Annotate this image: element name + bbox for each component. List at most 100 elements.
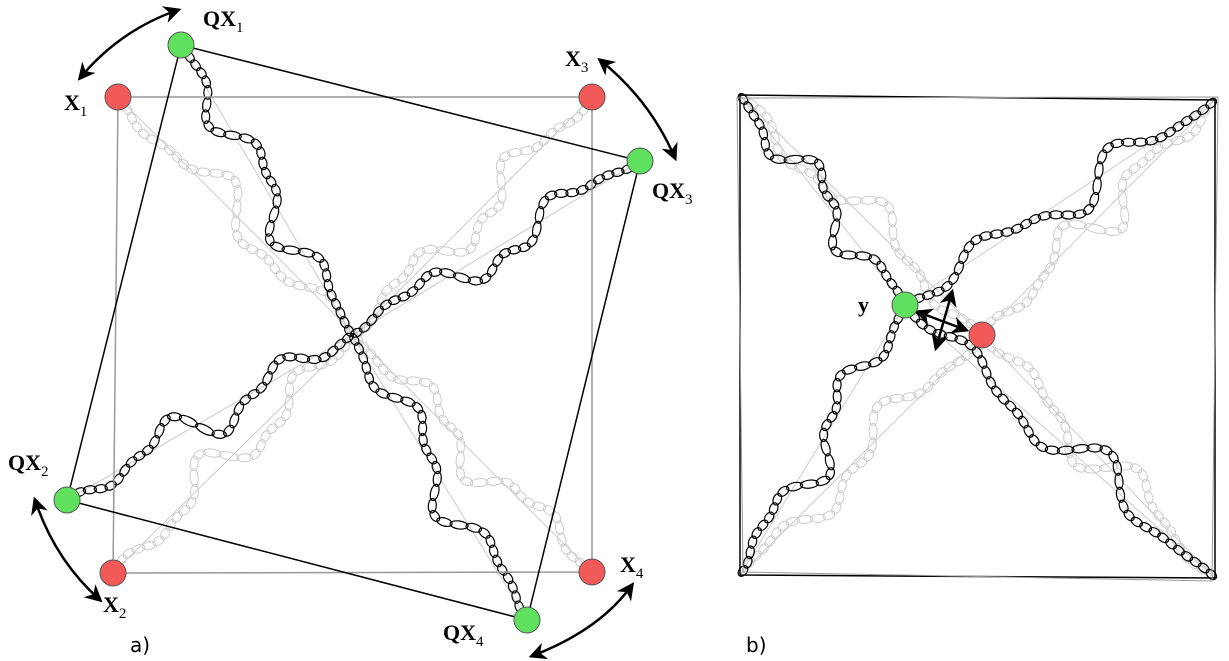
label: QX2 <box>8 450 49 480</box>
monomer <box>834 368 848 382</box>
monomer <box>163 143 177 157</box>
points <box>54 32 995 633</box>
monomer <box>1171 120 1185 133</box>
monomer <box>815 475 831 488</box>
monomer <box>1122 508 1136 522</box>
monomer <box>867 253 882 267</box>
monomer <box>159 526 172 541</box>
monomer <box>592 173 606 186</box>
monomer <box>990 384 1004 399</box>
monomer <box>491 253 505 268</box>
monomer <box>1188 109 1202 122</box>
monomer <box>419 269 433 283</box>
monomer <box>492 199 506 213</box>
monomer <box>365 313 379 328</box>
end-to-end-line <box>355 335 592 572</box>
monomer <box>1041 395 1054 409</box>
monomer <box>130 120 144 134</box>
polymer-chains <box>64 42 1219 623</box>
monomer <box>880 268 893 282</box>
monomer <box>1028 367 1041 382</box>
monomer <box>584 178 598 192</box>
monomer <box>854 456 869 469</box>
monomer <box>261 370 274 386</box>
monomer <box>189 58 203 72</box>
monomer <box>753 103 767 117</box>
monomer <box>451 427 464 441</box>
label: X2 <box>103 592 126 622</box>
monomer <box>956 312 971 325</box>
monomer <box>273 416 287 430</box>
monomer <box>912 387 927 400</box>
monomer <box>522 496 537 509</box>
monomer <box>367 380 381 395</box>
monomer <box>1151 509 1165 523</box>
monomer <box>1189 123 1203 138</box>
monomer <box>498 150 512 164</box>
monomer <box>769 526 783 541</box>
monomer <box>498 247 512 260</box>
monomer <box>170 510 184 524</box>
monomer <box>908 260 922 274</box>
monomer <box>800 479 819 489</box>
monomer <box>1130 515 1145 528</box>
monomer <box>1022 424 1035 439</box>
monomer <box>1138 521 1153 534</box>
monomer <box>1107 450 1120 465</box>
monomer <box>1043 261 1057 276</box>
monomer <box>325 344 339 358</box>
monomer <box>121 547 136 560</box>
label: y <box>858 292 869 317</box>
monomer <box>245 243 260 255</box>
monomer <box>202 119 216 133</box>
monomer <box>274 269 288 283</box>
monomer <box>962 239 976 254</box>
monomer <box>427 381 440 396</box>
monomer <box>268 261 281 275</box>
monomer <box>158 413 172 428</box>
monomer <box>249 137 263 151</box>
monomer <box>829 218 841 238</box>
monomer <box>125 111 138 126</box>
monomer <box>762 510 775 524</box>
monomer <box>525 233 539 248</box>
monomer <box>1127 162 1142 175</box>
monomer <box>846 462 861 476</box>
monomer <box>148 434 162 450</box>
monomer <box>771 492 783 506</box>
monomer <box>1035 440 1050 453</box>
monomer <box>820 418 833 432</box>
monomer <box>1120 168 1134 182</box>
monomer <box>1021 360 1035 374</box>
monomer <box>976 354 988 369</box>
monomer <box>380 283 394 297</box>
monomer <box>1037 269 1051 283</box>
monomer <box>413 277 427 292</box>
monomer <box>103 479 117 492</box>
monomer <box>265 422 279 436</box>
monomer <box>232 199 242 218</box>
monomer <box>405 285 419 299</box>
monomer <box>763 534 777 549</box>
label: QX4 <box>443 620 484 650</box>
monomer <box>177 157 191 171</box>
panel-label: b) <box>746 633 767 657</box>
monomer <box>403 263 416 278</box>
label: X4 <box>620 552 644 582</box>
monomer <box>996 392 1010 406</box>
monomer <box>1081 202 1095 216</box>
monomer <box>222 423 236 438</box>
monomer <box>496 171 506 190</box>
monomer <box>1027 433 1041 448</box>
monomer <box>750 526 763 540</box>
monomer <box>248 447 262 461</box>
monomer <box>464 241 478 255</box>
monomer <box>508 481 522 495</box>
monomer <box>177 504 191 518</box>
monomer <box>118 463 132 478</box>
monomer <box>1158 516 1172 530</box>
monomer <box>484 206 499 219</box>
monomer <box>1117 189 1128 209</box>
monomer <box>947 271 961 286</box>
monomer <box>565 550 579 564</box>
